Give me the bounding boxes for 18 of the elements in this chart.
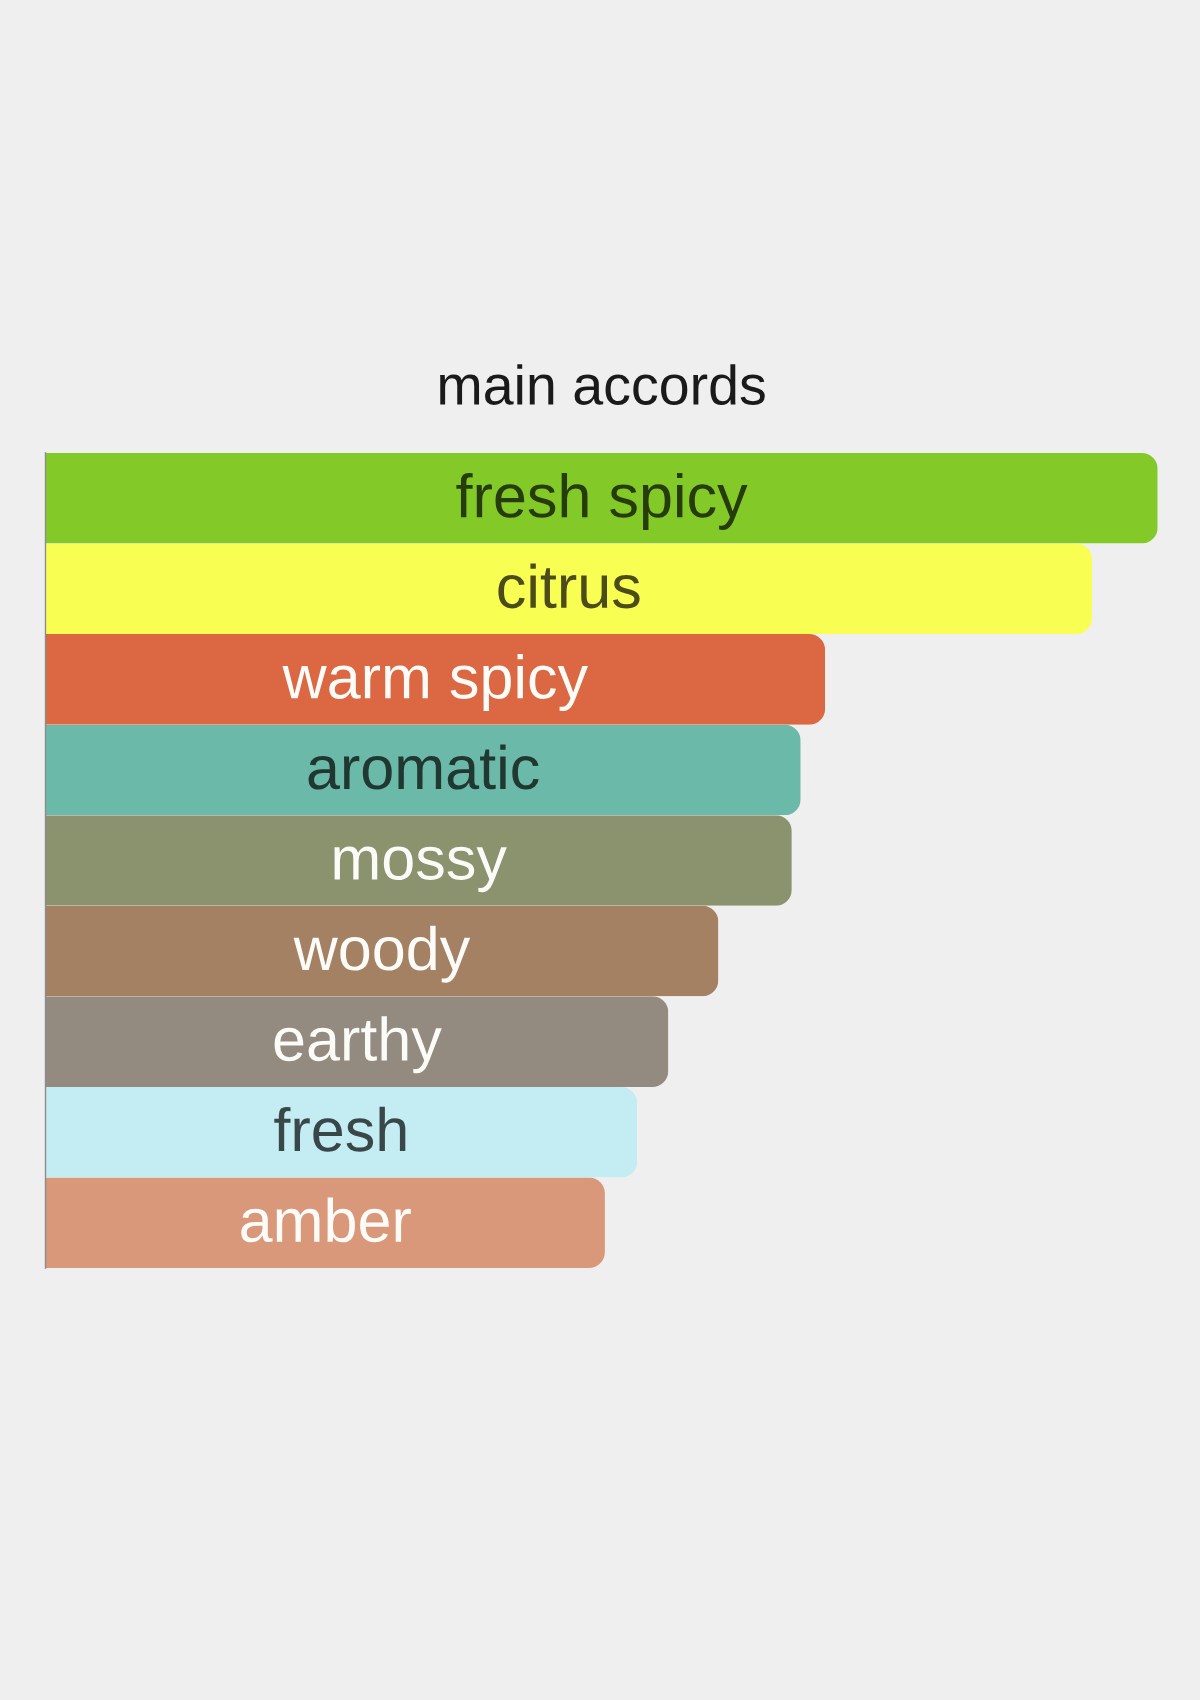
y-tick-label: woody [293,925,471,983]
y-tick-label: warm spicy [282,654,589,712]
chart-title: main accords [440,364,765,405]
y-tick-label: mossy [334,846,507,893]
y-tick-label: fresh [274,1106,406,1152]
bar [45,634,826,725]
bar [45,1177,605,1268]
y-tick-label: amber [241,1197,411,1243]
y-tick-label: citrus [498,563,640,609]
bar [45,453,1158,544]
bar [45,815,792,906]
bar [45,905,719,997]
bar [45,724,801,816]
y-tick-label: earthy [274,1016,442,1074]
bar [45,1086,638,1178]
y-tick-label: aromatic [308,744,539,790]
y-tick-label: fresh spicy [456,472,748,530]
bar [45,543,1093,635]
